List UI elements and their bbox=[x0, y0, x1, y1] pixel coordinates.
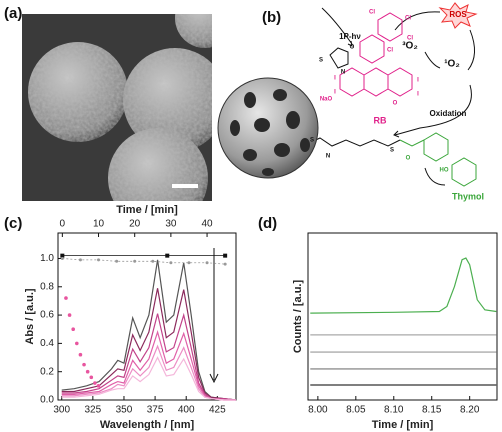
kinetic-point bbox=[223, 253, 228, 258]
particles bbox=[28, 14, 212, 201]
atom-label: N bbox=[326, 154, 330, 160]
y-tick-label: 0.0 bbox=[40, 395, 54, 406]
kinetic-point bbox=[133, 259, 137, 263]
y-axis-label: Counts / [a.u.] bbox=[292, 280, 304, 354]
x-axis-label: Time / [min] bbox=[372, 419, 434, 431]
atom-label: Cl bbox=[387, 48, 393, 54]
oxygen-label: ¹O₂ bbox=[444, 59, 460, 70]
dye-label: RB bbox=[374, 115, 387, 125]
x2-tick-label: 10 bbox=[93, 219, 105, 230]
y-tick-label: 0.6 bbox=[40, 310, 54, 321]
series-line bbox=[61, 312, 237, 401]
atom-label: N bbox=[341, 70, 345, 76]
atom-label: HO bbox=[440, 168, 449, 174]
atom-label: I bbox=[334, 90, 336, 96]
light-label: 1P-hν bbox=[339, 32, 361, 41]
y-tick-label: 0.2 bbox=[40, 366, 54, 377]
atom-label: O bbox=[350, 45, 355, 51]
kinetic-point bbox=[71, 327, 75, 332]
scale-bar bbox=[172, 184, 198, 188]
kinetic-point bbox=[82, 362, 86, 367]
kinetic-point bbox=[60, 253, 65, 258]
y-tick-label: 0.4 bbox=[40, 338, 54, 349]
x-tick-label: 400 bbox=[178, 405, 195, 416]
kinetic-point bbox=[97, 258, 101, 262]
sem-image bbox=[22, 14, 212, 201]
x2-tick-label: 30 bbox=[165, 219, 177, 230]
plot-frame bbox=[307, 232, 498, 401]
atom-label: NaO bbox=[320, 97, 333, 103]
series-line bbox=[61, 259, 237, 401]
kinetic-point bbox=[115, 259, 119, 263]
atom-label: Cl bbox=[405, 16, 411, 22]
series-line bbox=[61, 356, 236, 401]
kinetic-point bbox=[85, 369, 90, 374]
y-tick-label: 1.0 bbox=[40, 253, 54, 264]
x-tick-label: 8.15 bbox=[422, 405, 442, 416]
x2-tick-label: 40 bbox=[201, 219, 213, 230]
x-tick-label: 325 bbox=[85, 405, 102, 416]
scheme-drawing bbox=[304, 2, 478, 187]
x-axis-label: Wavelength / [nm] bbox=[100, 419, 195, 431]
kinetic-point bbox=[64, 296, 68, 300]
atom-label: S bbox=[310, 138, 314, 144]
kinetic-point bbox=[96, 384, 101, 388]
x-tick-label: 8.10 bbox=[384, 405, 404, 416]
kinetic-point bbox=[75, 341, 79, 346]
kinetic-point bbox=[169, 261, 173, 265]
x2-axis-label: Time / [min] bbox=[116, 204, 178, 216]
kinetic-point bbox=[67, 313, 72, 317]
kinetic-point bbox=[78, 352, 83, 357]
panel-label: (c) bbox=[4, 215, 22, 232]
x-tick-label: 8.05 bbox=[346, 405, 366, 416]
kinetic-point bbox=[151, 259, 155, 263]
kinetic-point bbox=[187, 261, 191, 265]
atom-label: O bbox=[406, 156, 411, 162]
series-line bbox=[310, 257, 497, 314]
panel-label: (d) bbox=[258, 215, 277, 232]
x2-tick-label: 0 bbox=[60, 219, 66, 230]
atom-label: I bbox=[334, 76, 336, 82]
panel-label: (a) bbox=[4, 5, 22, 22]
kinetic-point bbox=[60, 256, 64, 260]
y-axis-label: Abs / [a.u.] bbox=[24, 288, 36, 345]
reaction-label: Oxidation bbox=[430, 109, 467, 118]
kinetic-point bbox=[93, 381, 97, 385]
y-tick-label: 0.8 bbox=[40, 281, 54, 292]
atom-label: S bbox=[390, 148, 394, 154]
x-tick-label: 8.00 bbox=[308, 405, 328, 416]
x-tick-label: 425 bbox=[209, 405, 226, 416]
ros-label: ROS bbox=[449, 10, 467, 19]
x2-tick-label: 20 bbox=[129, 219, 141, 230]
kinetic-line bbox=[62, 258, 226, 265]
kinetic-point bbox=[78, 258, 82, 262]
series-line bbox=[61, 329, 236, 401]
kinetic-point bbox=[205, 261, 209, 265]
atom-label: S bbox=[319, 58, 323, 64]
atom-label: Cl bbox=[407, 36, 413, 42]
kinetic-point bbox=[89, 375, 94, 380]
atom-label: O bbox=[393, 101, 398, 107]
x-tick-label: 350 bbox=[116, 405, 133, 416]
kinetic-point bbox=[223, 262, 227, 266]
x-tick-label: 300 bbox=[53, 405, 70, 416]
oxygen-label: ³O₂ bbox=[402, 41, 418, 52]
series-line bbox=[61, 288, 237, 401]
x-tick-label: 375 bbox=[147, 405, 164, 416]
atom-label: I bbox=[417, 92, 419, 98]
plot-frame bbox=[57, 232, 237, 401]
x-tick-label: 8.20 bbox=[460, 405, 480, 416]
product-label: Thymol bbox=[452, 191, 484, 201]
atom-label: I bbox=[417, 78, 419, 84]
panel-label: (b) bbox=[262, 9, 281, 26]
kinetic-point bbox=[165, 253, 170, 258]
atom-label: Cl bbox=[369, 10, 375, 16]
carrier-particle bbox=[217, 77, 319, 179]
decay-arrow bbox=[209, 248, 219, 384]
